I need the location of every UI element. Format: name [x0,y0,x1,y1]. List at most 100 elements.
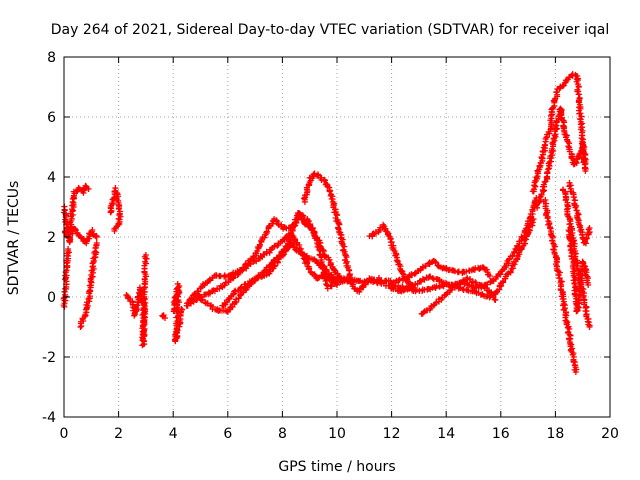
data-point [544,169,551,176]
data-point [93,240,100,246]
data-point [586,324,593,330]
data-point [187,299,194,306]
data-point [197,293,204,300]
data-point [575,91,582,98]
data-point [301,220,308,227]
data-point [230,275,237,282]
data-point [328,195,335,202]
data-point [546,221,553,228]
data-point [304,217,311,224]
data-point [263,248,270,255]
track-track-v [566,179,593,247]
track-track-q [389,216,537,301]
data-point [460,277,467,284]
data-point [320,262,327,269]
data-points [60,71,593,375]
data-point [572,369,579,375]
data-point [341,243,348,250]
data-point [559,83,566,90]
data-point [492,297,499,303]
data-point [287,233,294,240]
data-point [369,231,376,238]
y-tick-label: 0 [47,290,56,306]
data-point [570,277,577,284]
data-point [582,159,589,165]
x-tick-label: 18 [546,426,564,442]
track-track-r [529,71,589,195]
data-point [321,177,328,184]
data-point [115,221,122,228]
x-tick-label: 14 [437,426,455,442]
data-point [408,281,415,288]
axis-ticks: 0 2 4 6 8 10 12 14 16 18 20 -4 -2 0 2 4 6 8 [42,50,619,442]
data-point [162,315,169,321]
data-point [286,236,293,243]
track-track-f [123,252,150,349]
x-tick-label: 2 [114,426,123,442]
data-point [336,277,343,284]
data-point [85,186,92,192]
data-point [293,216,300,223]
data-point [89,260,96,267]
data-point [337,231,344,238]
data-point [300,255,307,262]
data-point [565,143,572,150]
track-track-s [533,105,589,211]
data-point [399,270,406,277]
data-point [297,245,304,252]
data-point [429,275,436,282]
data-point [250,253,257,260]
data-point [275,220,282,227]
data-point [411,270,418,277]
track-track-h [170,280,186,345]
data-point [65,246,72,252]
track-track-g [159,312,169,321]
data-point [111,228,118,234]
data-point [75,184,82,191]
x-tick-label: 20 [601,426,619,442]
data-point [327,282,334,289]
data-point [235,295,242,302]
data-point [237,284,244,291]
y-tick-label: -2 [42,350,56,366]
data-point [368,278,375,285]
data-point [425,260,432,267]
data-point [326,256,333,263]
x-tick-label: 4 [169,426,178,442]
data-point [176,289,183,296]
data-point [305,181,312,188]
data-point [140,328,147,335]
data-point [570,359,577,366]
data-point [582,168,589,174]
data-point [586,225,593,231]
x-axis-label: GPS time / hours [278,459,395,475]
track-track-e [107,185,124,234]
data-point [409,272,416,279]
data-point [544,215,551,222]
track-track-l [219,209,357,309]
data-point [280,246,287,253]
y-axis-label: SDTVAR / TECUs [6,181,22,296]
track-track-c [60,246,72,310]
data-point [533,174,540,181]
data-point [530,216,537,222]
track-track-p [418,274,499,317]
x-tick-label: 10 [328,426,346,442]
data-point [463,268,470,275]
data-point [142,252,149,258]
data-point [433,299,440,306]
y-tick-label: -4 [42,410,56,426]
y-tick-label: 8 [47,50,56,66]
data-point [191,290,198,297]
data-point [93,234,100,240]
data-point [308,269,315,276]
x-tick-label: 6 [223,426,232,442]
data-point [405,279,412,286]
data-point [583,235,590,242]
data-point [550,246,557,253]
data-point [234,272,241,279]
data-point [198,297,205,304]
data-point [439,282,446,289]
track-track-w [565,227,592,315]
